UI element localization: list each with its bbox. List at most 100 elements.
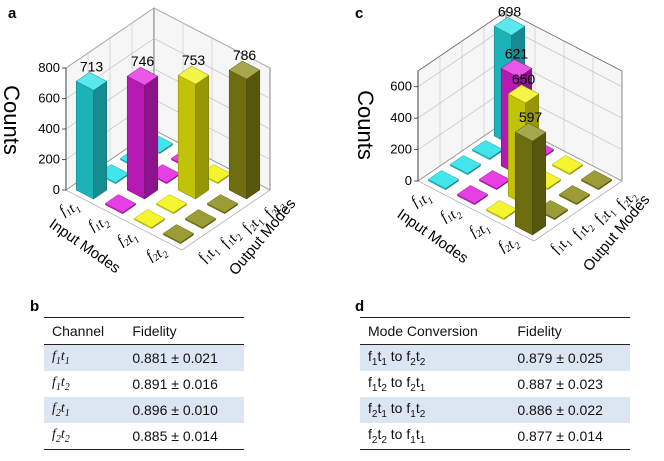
bar-value-label: 713 [80, 58, 104, 74]
tile-top [551, 155, 584, 174]
fidelity-cell: 0.881 ± 0.021 [124, 344, 244, 371]
col-header-fidelity: Fidelity [517, 323, 562, 339]
z-tick-label: 200 [390, 142, 412, 157]
mode-from: f2t1 [368, 400, 387, 420]
output-mode-label: f1t1 [195, 241, 224, 269]
bar-face [177, 74, 196, 200]
tile-top [558, 185, 591, 204]
bar-f2t1-f2t1 [177, 65, 210, 200]
input-mode-label: f1t2 [437, 201, 465, 230]
bar-face [195, 74, 210, 200]
tile-top [155, 194, 188, 213]
fidelity-table-b: Channel Fidelity f1t1 0.881 ± 0.021 f1t2 0… [44, 317, 244, 450]
tile-top [456, 185, 489, 204]
tile-top [478, 170, 511, 189]
mode-from: f2t2 [368, 426, 387, 446]
z-tick-label: 0 [53, 182, 60, 197]
floor [65, 129, 271, 251]
tile-side [166, 173, 180, 184]
panel-label-d: d [355, 298, 364, 315]
tile-top [427, 170, 460, 189]
tile-side [472, 149, 490, 160]
tile-side [576, 194, 590, 205]
col-header-channel: Channel [52, 323, 105, 339]
fidelity-table-d: Mode Conversion Fidelity f1t1 to f2t2 0.8… [360, 317, 630, 450]
mode-from: f1t1 [368, 348, 387, 368]
table-row: f1t1 0.881 ± 0.021 [44, 344, 244, 371]
to-word: to [390, 426, 403, 443]
bar-face [126, 66, 159, 86]
mode-to: f1t1 [406, 426, 426, 446]
mode-cell: f2t2 [52, 427, 70, 445]
tile-top [162, 224, 195, 243]
tile-side [105, 203, 123, 214]
tile-side [185, 218, 203, 229]
conversion-cell: f1t1 to f2t2 [360, 344, 510, 371]
tile-side [474, 194, 488, 205]
z-axis-label: Counts [353, 90, 378, 160]
output-mode-label: f1t2 [217, 226, 246, 254]
tile-side [552, 164, 570, 175]
tile-side [450, 164, 468, 175]
tile-top [104, 194, 137, 213]
table-row: f1t2 0.891 ± 0.016 [44, 371, 244, 397]
tile-side [457, 194, 475, 205]
to-word: to [390, 400, 403, 417]
mode-cell: f2t1 [44, 397, 125, 423]
tile-side [163, 233, 181, 244]
tile-side [156, 203, 174, 214]
input-mode-label: f2t2 [143, 240, 171, 269]
panel-label-b: b [30, 298, 39, 315]
tile-top [449, 155, 482, 174]
output-mode-label: f1t2 [569, 217, 598, 245]
z-tick-label: 600 [38, 91, 60, 106]
z-axis-label: Counts [0, 85, 24, 155]
bar-face [514, 122, 547, 142]
z-tick-label: 0 [405, 173, 412, 188]
bar-face [228, 60, 261, 80]
tile-side [115, 173, 129, 184]
panel-label-a: a [8, 5, 17, 22]
table-row: f2t2 to f1t1 0.877 ± 0.014 [360, 423, 630, 450]
tile-side [503, 209, 517, 220]
tile-side [180, 233, 194, 244]
mode-to: f2t1 [406, 374, 426, 394]
tile-side [467, 164, 481, 175]
bar-face [177, 65, 210, 85]
col-header-fidelity: Fidelity [132, 323, 177, 339]
bar-face [126, 75, 145, 200]
bar-face [532, 131, 547, 236]
tile-side [134, 218, 152, 229]
tile-side [202, 218, 216, 229]
z-tick-label: 600 [390, 79, 412, 94]
table-row: f2t2 0.885 ± 0.014 [44, 423, 244, 450]
table-row: f2t1 to f1t2 0.886 ± 0.022 [360, 397, 630, 423]
tile-side [598, 179, 612, 190]
panel-label-c: c [355, 5, 363, 22]
z-tick-label: 400 [38, 121, 60, 136]
mode-to: f2t2 [406, 348, 426, 368]
bar-face [500, 59, 533, 78]
fidelity-cell: 0.879 ± 0.025 [509, 344, 630, 371]
tile-side [547, 179, 561, 190]
bar-f1t2-f1t2 [126, 66, 159, 200]
bar-face [228, 69, 247, 200]
bar-face [246, 69, 261, 200]
fidelity-cell: 0.896 ± 0.010 [124, 397, 244, 423]
bar-value-label: 698 [498, 3, 522, 19]
tile-side [489, 149, 503, 160]
tile-side [581, 179, 599, 190]
tile-side [428, 179, 446, 190]
bar-face [144, 75, 159, 200]
conversion-cell: f2t2 to f1t1 [360, 423, 509, 450]
conversion-cell: f1t2 to f2t1 [360, 371, 509, 397]
col-header-mode-conversion: Mode Conversion [368, 323, 478, 339]
bar-f2t2-f2t2 [228, 60, 261, 200]
tile-side [217, 173, 231, 184]
bar-face [514, 131, 533, 236]
mode-cell: f1t1 [44, 344, 125, 371]
bar-face [507, 84, 540, 104]
bar-value-label: 621 [505, 45, 529, 61]
fidelity-cell: 0.891 ± 0.016 [132, 376, 218, 392]
